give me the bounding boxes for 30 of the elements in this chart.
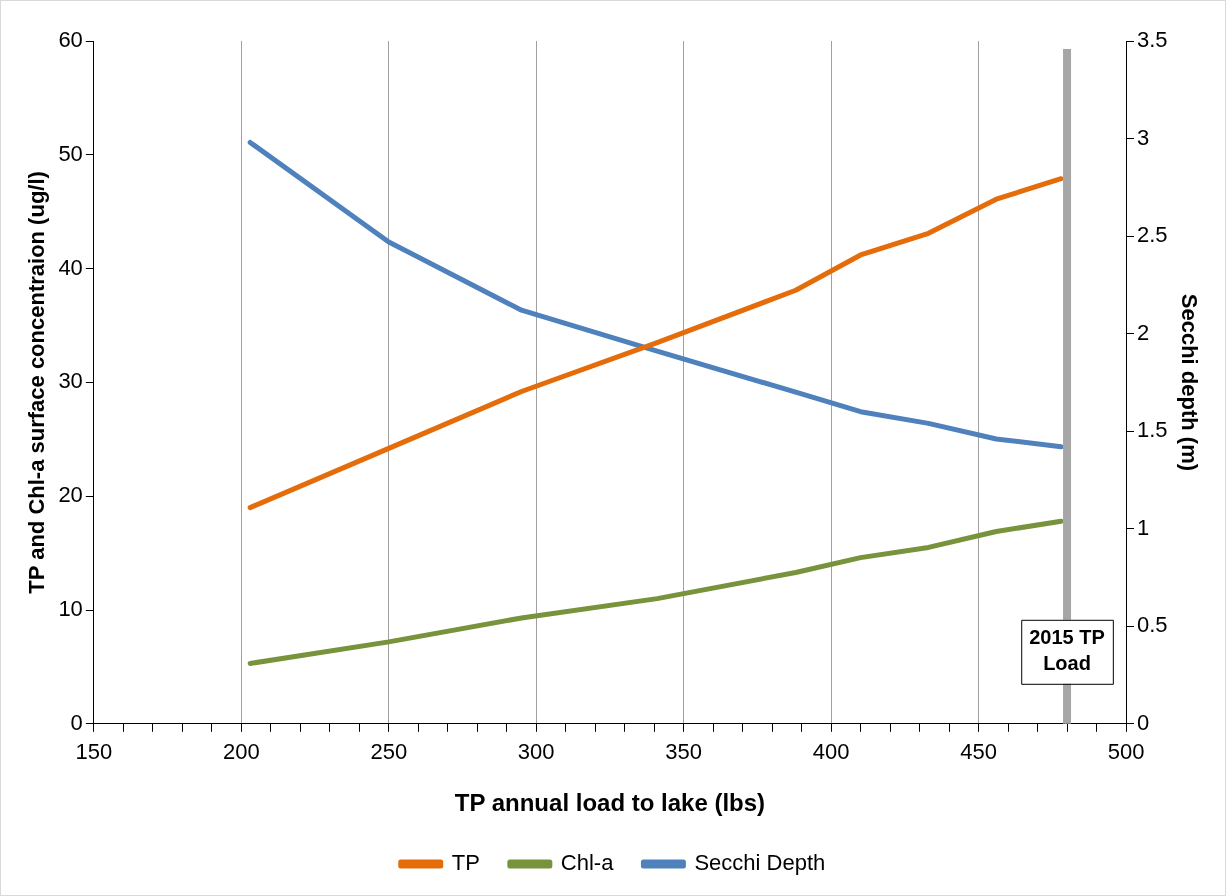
y2-tick-label: 3 xyxy=(1137,124,1150,150)
x-tick-label: 300 xyxy=(517,739,555,765)
x-tick-label: 400 xyxy=(812,739,850,765)
x-tick-label: 500 xyxy=(1107,739,1145,765)
y-tick-label: 20 xyxy=(58,482,83,508)
y-tick-label: 40 xyxy=(58,254,83,280)
legend-label: Secchi Depth xyxy=(694,850,826,876)
legend-label: Chl-a xyxy=(560,850,615,876)
ref-line-label: 2015 TP Load xyxy=(1029,626,1105,675)
y-axis-title: TP and Chl-a surface concentraion (ug/l) xyxy=(24,171,50,594)
legend-label: TP xyxy=(451,850,480,876)
y-tick-label: 10 xyxy=(58,596,83,622)
y2-tick-label: 3.5 xyxy=(1137,27,1168,53)
y-tick-label: 0 xyxy=(70,709,83,735)
x-tick-label: 150 xyxy=(75,739,113,765)
y2-tick-label: 2 xyxy=(1137,319,1150,345)
y-tick-label: 50 xyxy=(58,140,83,166)
x-tick-label: 450 xyxy=(960,739,997,765)
y-tick-label: 30 xyxy=(58,368,83,394)
y2-axis-title: Secchi depth (m) xyxy=(1176,293,1202,472)
x-tick-label: 350 xyxy=(665,739,703,765)
y2-tick-label: 2.5 xyxy=(1137,222,1168,248)
x-tick-label: 250 xyxy=(370,739,408,765)
x-tick-label: 200 xyxy=(222,739,260,765)
y-tick-label: 60 xyxy=(58,27,83,53)
y2-tick-label: 0 xyxy=(1137,709,1150,735)
y2-tick-label: 1.5 xyxy=(1137,417,1168,443)
x-axis-title: TP annual load to lake (lbs) xyxy=(454,789,766,817)
y2-tick-label: 0.5 xyxy=(1137,612,1168,638)
y2-tick-label: 1 xyxy=(1137,514,1150,540)
